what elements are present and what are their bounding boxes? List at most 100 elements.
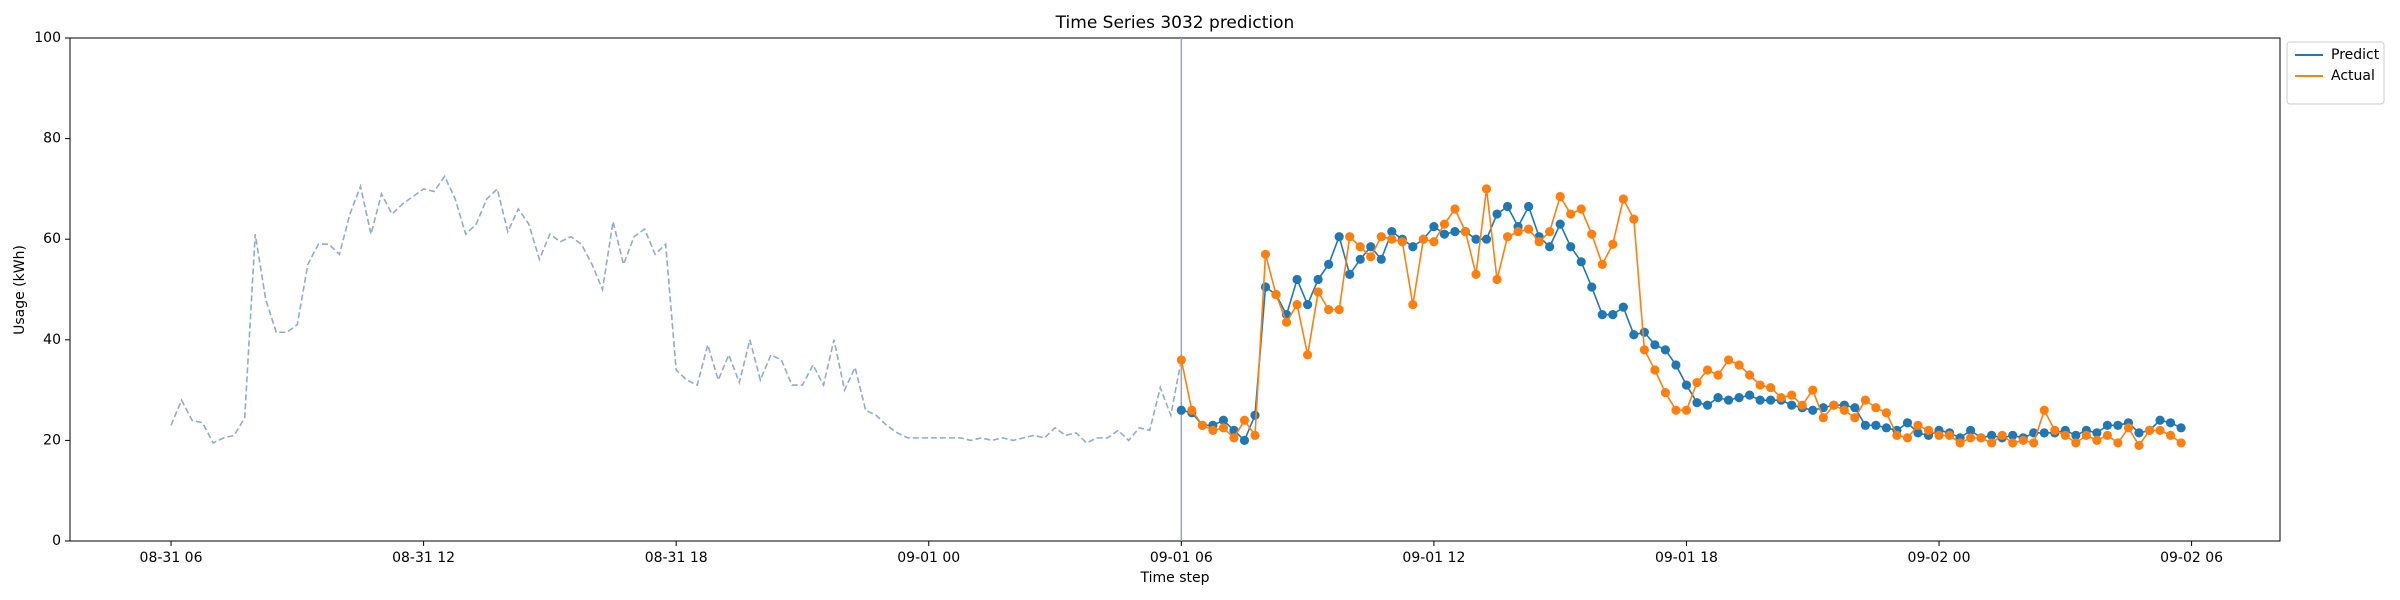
series-1-marker bbox=[2039, 405, 2049, 415]
y-tick-label: 80 bbox=[43, 131, 61, 147]
series-0-marker bbox=[2102, 420, 2113, 430]
series-0-marker bbox=[1966, 425, 1976, 435]
history-line bbox=[170, 174, 1183, 444]
series-1-marker bbox=[2134, 440, 2144, 451]
series-0-marker bbox=[1671, 360, 1681, 370]
series-1-marker bbox=[1892, 430, 1902, 440]
series-0-marker bbox=[1355, 254, 1365, 264]
series-1-marker bbox=[1671, 405, 1681, 415]
x-tick-label: 09-01 12 bbox=[1402, 550, 1465, 566]
legend-label: Predict bbox=[2331, 47, 2380, 63]
x-axis-label: Time step bbox=[1140, 570, 1210, 586]
series-0-marker bbox=[1481, 234, 1492, 244]
series-0-marker bbox=[2113, 420, 2123, 430]
y-tick-label: 100 bbox=[34, 30, 61, 46]
y-tick-label: 40 bbox=[43, 332, 61, 348]
series-1-marker bbox=[1681, 405, 1692, 415]
series-1-marker bbox=[1324, 305, 1334, 315]
series-1-marker bbox=[1766, 382, 1776, 393]
series-1-marker bbox=[1576, 204, 1586, 214]
series-1-marker bbox=[1755, 380, 1765, 390]
series-0-marker bbox=[2176, 423, 2186, 433]
x-tick-label: 08-31 12 bbox=[392, 550, 455, 566]
series-1-marker bbox=[1208, 425, 1218, 435]
series-0-marker bbox=[1850, 403, 1860, 413]
series-0-marker bbox=[1260, 282, 1271, 292]
series-0-marker bbox=[1618, 302, 1628, 312]
series-1-marker bbox=[2113, 438, 2123, 448]
series-0-marker bbox=[1292, 274, 1302, 285]
series-0-marker bbox=[1555, 219, 1565, 229]
series-1-marker bbox=[1987, 438, 1997, 448]
series-0-marker bbox=[1239, 435, 1250, 445]
series-0-line bbox=[1181, 204, 2182, 442]
series-1-marker bbox=[1397, 237, 1407, 247]
series-1-marker bbox=[1955, 438, 1965, 448]
series-0-marker bbox=[1429, 222, 1439, 232]
legend: Predict Actual bbox=[2286, 41, 2385, 105]
series-1-marker bbox=[1808, 385, 1818, 395]
series-1-marker bbox=[2029, 438, 2039, 448]
series-0-marker bbox=[1524, 201, 1534, 212]
series-1-marker bbox=[2081, 430, 2091, 440]
series-0-marker bbox=[1492, 209, 1502, 219]
series-1-marker bbox=[1618, 194, 1628, 204]
series-0-marker bbox=[2134, 428, 2144, 438]
series-1-marker bbox=[1334, 305, 1344, 315]
series-0-marker bbox=[1387, 227, 1397, 237]
y-tick-label: 60 bbox=[43, 231, 61, 247]
series-0-marker bbox=[1576, 257, 1586, 267]
series-1-marker bbox=[1345, 232, 1355, 242]
x-tick-label: 09-01 06 bbox=[1150, 550, 1213, 566]
series-1-marker bbox=[1797, 400, 1807, 410]
series-1-marker bbox=[1818, 413, 1828, 423]
series-0-marker bbox=[1545, 242, 1555, 252]
series-0-marker bbox=[2071, 430, 2081, 440]
series-0-marker bbox=[1902, 418, 1913, 428]
series-0-marker bbox=[1681, 380, 1692, 390]
series-1-marker bbox=[1587, 229, 1597, 239]
series-1-marker bbox=[1387, 234, 1397, 244]
series-0-marker bbox=[1745, 390, 1755, 400]
series-1-marker bbox=[1871, 403, 1881, 413]
series-0-marker bbox=[1723, 395, 1734, 405]
series-0-marker bbox=[1218, 415, 1229, 425]
series-1-marker bbox=[1303, 350, 1313, 360]
series-0-marker bbox=[1787, 400, 1797, 410]
series-1-marker bbox=[1997, 430, 2007, 440]
series-1-marker bbox=[1218, 423, 1229, 433]
y-tick-label: 0 bbox=[52, 533, 61, 549]
series-1-marker bbox=[1650, 365, 1660, 375]
series-1-marker bbox=[1902, 433, 1913, 443]
series-1-marker bbox=[1239, 415, 1250, 425]
series-1-marker bbox=[1418, 234, 1428, 244]
series-1-marker bbox=[1534, 237, 1544, 247]
series-1-marker bbox=[1566, 209, 1576, 219]
x-tick-label: 09-01 18 bbox=[1655, 550, 1718, 566]
series-0-marker bbox=[1597, 310, 1607, 320]
series-1-marker bbox=[1187, 405, 1197, 415]
series-1-marker bbox=[1944, 430, 1955, 440]
series-1-marker bbox=[1976, 433, 1986, 443]
y-tick-label: 20 bbox=[43, 432, 61, 448]
series-0-marker bbox=[1366, 242, 1376, 252]
series-1-marker bbox=[1281, 317, 1292, 327]
series-1-marker bbox=[1376, 232, 1386, 242]
series-1-line bbox=[1180, 188, 2182, 447]
series-1-marker bbox=[2144, 425, 2155, 435]
series-1-marker bbox=[1860, 395, 1870, 405]
series-1-marker bbox=[2018, 435, 2028, 445]
series-1-marker bbox=[1597, 259, 1607, 269]
legend-label: Actual bbox=[2331, 68, 2375, 84]
series-1-marker bbox=[1471, 269, 1481, 280]
series-0-marker bbox=[1702, 400, 1713, 410]
series-1-marker bbox=[2071, 438, 2081, 448]
series-1-marker bbox=[2102, 430, 2113, 440]
series-0-marker bbox=[1766, 395, 1776, 405]
series-0-marker bbox=[1660, 345, 1671, 355]
series-1-marker bbox=[1608, 239, 1618, 249]
series-1-marker bbox=[1839, 405, 1849, 415]
series-0-marker bbox=[1608, 310, 1618, 320]
series-1-marker bbox=[1313, 287, 1323, 297]
